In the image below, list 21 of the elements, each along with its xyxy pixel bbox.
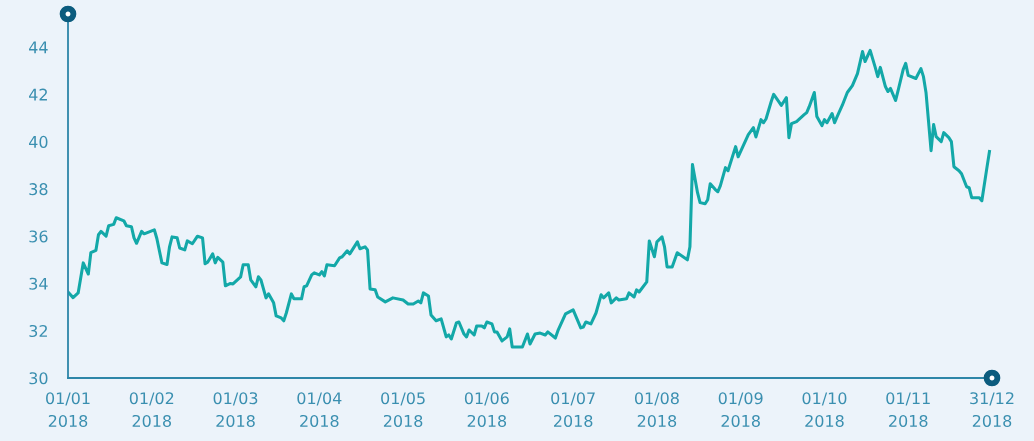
x-tick-label: 01/02 2018	[129, 392, 174, 427]
y-tick-label: 34	[29, 277, 48, 290]
y-tick-label: 38	[29, 183, 48, 196]
y-tick-label: 40	[29, 135, 48, 148]
x-tick-label: 01/10 2018	[802, 392, 847, 427]
y-tick-label: 42	[29, 88, 47, 101]
x-tick-label: 01/09 2018	[718, 392, 763, 427]
x-tick-label: 01/03 2018	[213, 392, 258, 427]
y-tick-label: 32	[29, 324, 47, 338]
x-tick-label: 01/05 2018	[381, 392, 425, 427]
x-tick-label: 31/12 2018	[970, 392, 1014, 427]
x-tick-label: 01/01 2018	[46, 392, 90, 427]
x-tick-label: 01/11 2018	[886, 392, 930, 427]
y-tick-label: 44	[29, 41, 48, 54]
y-tick-label: 30	[29, 372, 48, 385]
x-tick-label: 01/07 2018	[551, 392, 595, 427]
x-tick-label: 01/04 2018	[297, 392, 342, 427]
x-tick-label: 01/08 2018	[634, 392, 679, 427]
line-series	[68, 48, 991, 349]
y-tick-label: 36	[29, 230, 48, 243]
x-tick-label: 01/06 2018	[464, 392, 509, 427]
